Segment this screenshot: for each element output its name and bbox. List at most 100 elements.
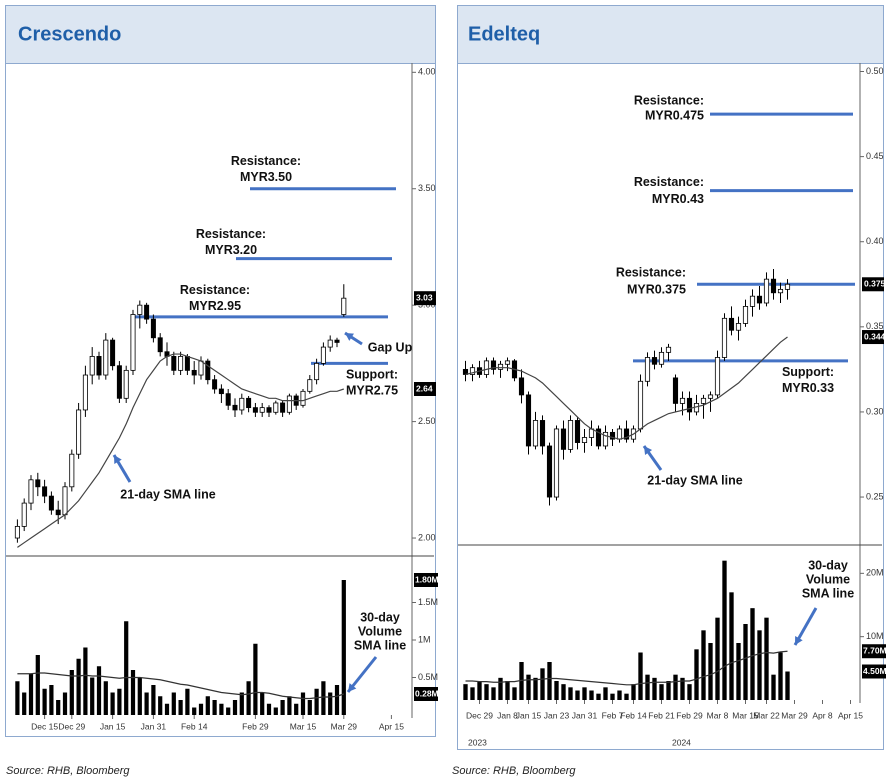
volume-bar (15, 681, 20, 715)
candle-body (110, 339, 116, 367)
candle-body (157, 337, 163, 353)
candle-body (280, 402, 286, 413)
level-label: Resistance: (634, 175, 704, 189)
candle-body (300, 390, 306, 406)
volume-bar (22, 692, 27, 715)
candle-body (307, 379, 313, 392)
x-tick-label: Apr 8 (812, 710, 833, 720)
sma-note: 21-day SMA line (647, 473, 742, 487)
volume-bar (505, 681, 510, 700)
x-tick-label: Jan 23 (544, 710, 570, 720)
candle-body (672, 377, 679, 404)
panel-title: Edelteq (468, 23, 540, 45)
volume-bar (575, 690, 580, 700)
volume-badge-label: 4.50M (863, 666, 887, 676)
x-tick-label: Apr 15 (838, 710, 863, 720)
arrow-head (795, 636, 803, 645)
volume-bar (771, 674, 776, 700)
volume-bar (49, 685, 54, 715)
arrow-head (345, 333, 354, 341)
price-badge (414, 382, 436, 396)
year-label: 2024 (672, 737, 691, 747)
volume-badge (414, 687, 438, 701)
volume-bar (694, 649, 699, 700)
y-tick-label: 1M (418, 634, 431, 644)
level-label: Resistance: (180, 283, 250, 297)
volume-bar (533, 677, 538, 700)
volume-bar (603, 687, 608, 700)
volume-bar (266, 703, 272, 715)
candle-body (48, 495, 54, 511)
volume-bar (96, 666, 102, 715)
volume-bar (246, 681, 251, 715)
candle-body (714, 357, 721, 396)
volume-bar (321, 681, 326, 715)
candle-body (218, 388, 224, 395)
candle-body (89, 355, 95, 376)
arrow-head (114, 455, 122, 464)
candle-body (69, 453, 75, 488)
volume-badge-label: 1.80M (415, 574, 439, 584)
x-tick-label: Mar 8 (707, 710, 729, 720)
candle-body (28, 479, 34, 504)
x-tick-label: Jan 15 (516, 710, 542, 720)
price-badge-label: 3.03 (416, 292, 433, 302)
candle-body (637, 380, 644, 430)
volume-badge (862, 644, 886, 659)
volume-bar (547, 662, 552, 700)
volume-bar (192, 707, 197, 715)
volume-bar (226, 707, 231, 715)
candle-body (721, 317, 728, 358)
volume-bar (212, 700, 217, 715)
price-badge (414, 291, 436, 306)
candle-body (651, 357, 658, 365)
candle-body (130, 314, 136, 371)
volume-bar (526, 674, 531, 700)
volume-badge (862, 664, 886, 679)
candle-body (763, 278, 770, 304)
panel-title: Crescendo (18, 23, 121, 45)
candle-body (314, 362, 320, 381)
candle-body (150, 318, 156, 339)
level-value: MYR2.75 (346, 384, 398, 398)
volume-bar (729, 592, 734, 700)
price-badge (862, 277, 884, 292)
volume-bar (144, 692, 149, 715)
candle-body (644, 357, 651, 382)
volume-bar (610, 693, 615, 700)
x-tick-label: Mar 29 (331, 721, 358, 731)
candle-body (327, 339, 333, 348)
sma-line (465, 336, 788, 440)
candle-body (574, 420, 581, 443)
candle-body (609, 431, 616, 440)
volume-bar (130, 670, 136, 715)
x-tick-label: Feb 21 (648, 710, 675, 720)
x-tick-label: Feb 14 (181, 721, 208, 731)
volume-bar (708, 643, 713, 700)
candle-body (658, 351, 665, 365)
volume-bar (314, 688, 319, 715)
volume-bar (280, 700, 285, 715)
panel-header (457, 5, 884, 64)
candle-body (96, 355, 102, 376)
volume-bar (736, 643, 741, 700)
volume-bar (232, 700, 238, 715)
volume-bar (90, 677, 95, 715)
y-tick-label: 1.5M (418, 597, 438, 607)
y-tick-label: 0.45 (866, 151, 884, 161)
candle-body (239, 397, 245, 411)
y-tick-label: 0.5M (418, 672, 438, 682)
x-tick-label: Dec 15 (31, 721, 58, 731)
candle-body (749, 295, 756, 307)
volume-bar (519, 662, 524, 700)
x-tick-label: Mar 29 (781, 710, 808, 720)
volume-badge-label: 0.28M (415, 688, 439, 698)
candle-body (665, 346, 672, 353)
volume-sma-line (465, 650, 788, 686)
level-value: MYR3.50 (240, 170, 292, 184)
candle-body (469, 367, 476, 375)
candle-body (42, 486, 48, 497)
volume-bar (62, 692, 68, 715)
candle-body (184, 355, 190, 371)
volume-bar (477, 681, 482, 700)
